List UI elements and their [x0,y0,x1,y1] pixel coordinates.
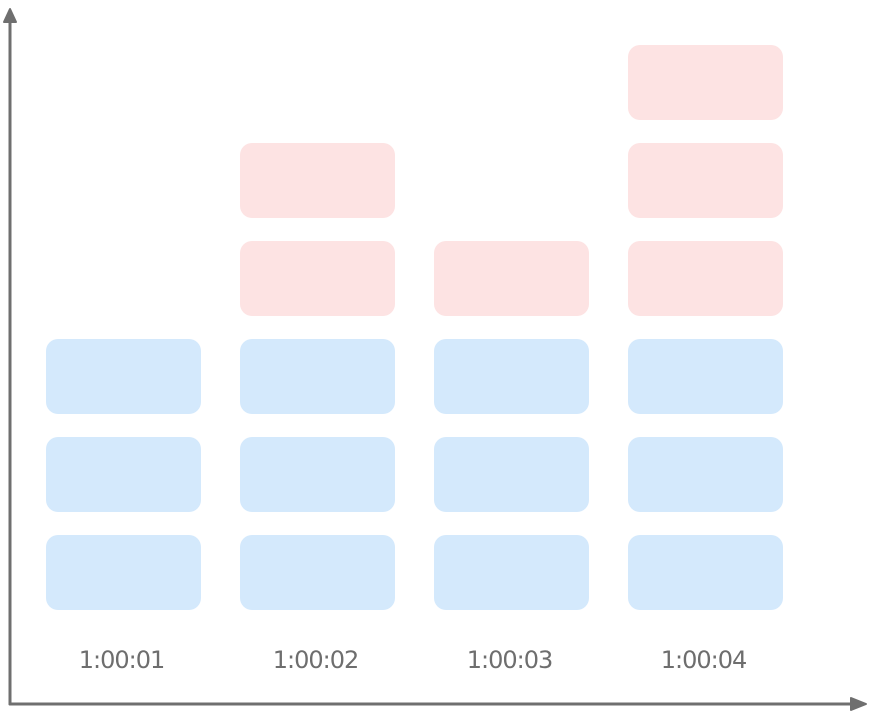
y-axis [3,8,17,706]
x-tick-label: 1:00:04 [661,646,747,674]
bar-block-s1-c2-1 [240,535,395,610]
chart-marks [46,45,783,610]
bar-block-s2-c4-3 [628,45,783,120]
bar-block-s2-c3-1 [434,241,589,316]
y-axis-arrow-icon [3,8,17,23]
x-tick-label: 1:00:02 [273,646,359,674]
bar-block-s1-c4-1 [628,535,783,610]
bar-block-s1-c4-3 [628,339,783,414]
bar-block-s2-c2-2 [240,143,395,218]
bar-block-s1-c2-3 [240,339,395,414]
x-tick-label: 1:00:01 [79,646,165,674]
bar-block-s1-c4-2 [628,437,783,512]
bar-block-s2-c2-1 [240,241,395,316]
x-axis-arrow-icon [850,697,867,711]
x-axis [8,697,867,711]
bar-block-s1-c3-1 [434,535,589,610]
x-tick-label: 1:00:03 [467,646,553,674]
x-tick-labels: 1:00:01 1:00:02 1:00:03 1:00:04 [79,646,748,674]
bar-block-s2-c4-1 [628,241,783,316]
bar-block-s1-c2-2 [240,437,395,512]
bar-block-s1-c3-3 [434,339,589,414]
bar-block-s1-c1-1 [46,535,201,610]
bar-block-s1-c1-2 [46,437,201,512]
bar-block-s1-c1-3 [46,339,201,414]
bar-block-s2-c4-2 [628,143,783,218]
bar-block-s1-c3-2 [434,437,589,512]
